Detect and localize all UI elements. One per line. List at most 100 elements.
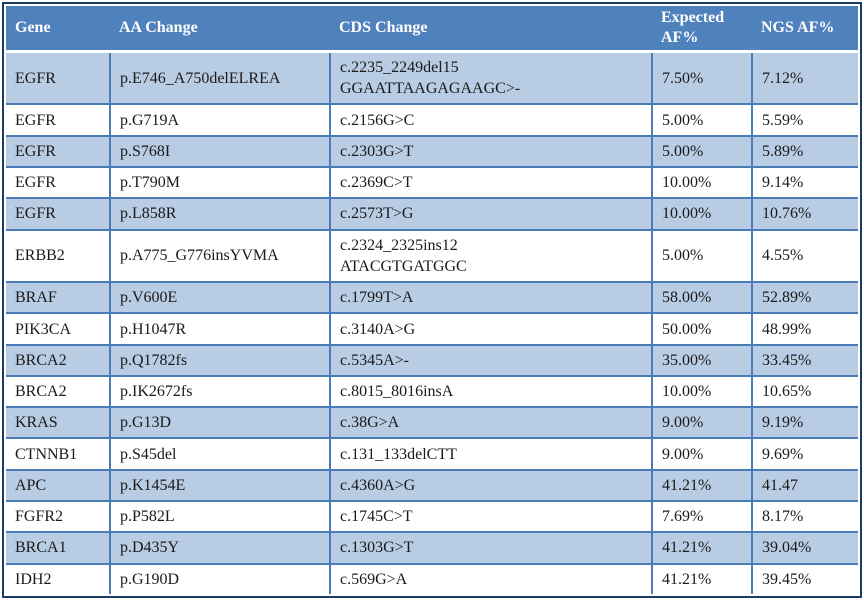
table-row: FGFR2 p.P582L c.1745C>T 7.69% 8.17% <box>6 500 858 534</box>
cell-cds: c.2235_2249del15 GGAATTAAGAGAAGC>- <box>329 51 653 106</box>
cell-ngs: 7.12% <box>751 51 858 106</box>
table-row: PIK3CA p.H1047R c.3140A>G 50.00% 48.99% <box>6 312 858 346</box>
cell-cds: c.5345A>- <box>329 343 653 377</box>
cell-cds: c.3140A>G <box>329 312 653 346</box>
table-row: EGFR p.T790M c.2369C>T 10.00% 9.14% <box>6 166 858 200</box>
cell-gene: BRCA1 <box>6 531 111 565</box>
cell-aa: p.A775_G776insYVMA <box>109 228 331 284</box>
cell-ngs: 5.59% <box>751 103 858 137</box>
cell-cds: c.2324_2325ins12 ATACGTGATGGC <box>329 228 653 284</box>
cell-ngs: 39.04% <box>751 531 858 565</box>
cell-expected: 50.00% <box>651 312 753 346</box>
cell-expected: 10.00% <box>651 197 753 231</box>
cell-gene: BRCA2 <box>6 343 111 377</box>
cell-ngs: 9.69% <box>751 437 858 471</box>
cell-cds: c.8015_8016insA <box>329 374 653 409</box>
cell-ngs: 48.99% <box>751 312 858 346</box>
column-header-ngs-af: NGS AF% <box>752 6 858 53</box>
table-row: EGFR p.G719A c.2156G>C 5.00% 5.59% <box>6 103 858 137</box>
cell-gene: KRAS <box>6 406 111 440</box>
cell-expected: 10.00% <box>651 166 753 200</box>
table-row: BRAF p.V600E c.1799T>A 58.00% 52.89% <box>6 281 858 315</box>
column-header-expected-af: Expected AF% <box>652 6 752 53</box>
table-header: Gene AA Change CDS Change Expected AF% N… <box>6 6 858 53</box>
cell-aa: p.D435Y <box>109 531 331 565</box>
column-header-gene: Gene <box>6 6 110 53</box>
cell-expected: 41.21% <box>651 468 753 503</box>
cell-cds: c.1799T>A <box>329 281 653 315</box>
cell-gene: EGFR <box>6 134 111 169</box>
table-row: ERBB2 p.A775_G776insYVMA c.2324_2325ins12 … <box>6 228 858 284</box>
cell-ngs: 9.19% <box>751 406 858 440</box>
cell-expected: 7.50% <box>651 51 753 106</box>
cell-cds: c.2303G>T <box>329 134 653 169</box>
table-row: EGFR p.S768I c.2303G>T 5.00% 5.89% <box>6 134 858 169</box>
cell-aa: p.E746_A750delELREA <box>109 51 331 106</box>
column-header-aa-change: AA Change <box>110 6 330 53</box>
cell-cds: c.2156G>C <box>329 103 653 137</box>
cell-aa: p.P582L <box>109 500 331 534</box>
cell-cds: c.2369C>T <box>329 166 653 200</box>
cell-ngs: 10.65% <box>751 374 858 409</box>
table-row: KRAS p.G13D c.38G>A 9.00% 9.19% <box>6 406 858 440</box>
cell-expected: 41.21% <box>651 531 753 565</box>
cell-ngs: 9.14% <box>751 166 858 200</box>
cell-gene: BRAF <box>6 281 111 315</box>
cell-cds: c.569G>A <box>329 562 653 594</box>
cell-gene: IDH2 <box>6 562 111 594</box>
cell-cds: c.2573T>G <box>329 197 653 231</box>
cell-ngs: 10.76% <box>751 197 858 231</box>
cell-expected: 58.00% <box>651 281 753 315</box>
cell-ngs: 39.45% <box>751 562 858 594</box>
cell-ngs: 41.47 <box>751 468 858 503</box>
cell-aa: p.S45del <box>109 437 331 471</box>
cell-aa: p.IK2672fs <box>109 374 331 409</box>
cell-ngs: 52.89% <box>751 281 858 315</box>
table-row: BRCA2 p.Q1782fs c.5345A>- 35.00% 33.45% <box>6 343 858 377</box>
cell-gene: EGFR <box>6 166 111 200</box>
header-row: Gene AA Change CDS Change Expected AF% N… <box>6 6 858 53</box>
cell-gene: CTNNB1 <box>6 437 111 471</box>
cell-gene: PIK3CA <box>6 312 111 346</box>
table-row: IDH2 p.G190D c.569G>A 41.21% 39.45% <box>6 562 858 594</box>
table-row: CTNNB1 p.S45del c.131_133delCTT 9.00% 9.69% <box>6 437 858 471</box>
table-body: EGFR p.E746_A750delELREA c.2235_2249del15 … <box>6 51 858 594</box>
cell-cds: c.38G>A <box>329 406 653 440</box>
column-header-cds-change: CDS Change <box>330 6 652 53</box>
cell-aa: p.H1047R <box>109 312 331 346</box>
cell-expected: 9.00% <box>651 437 753 471</box>
cell-expected: 9.00% <box>651 406 753 440</box>
cell-gene: FGFR2 <box>6 500 111 534</box>
cell-expected: 35.00% <box>651 343 753 377</box>
cell-aa: p.V600E <box>109 281 331 315</box>
cell-cds: c.1745C>T <box>329 500 653 534</box>
cell-aa: p.G190D <box>109 562 331 594</box>
cell-gene: EGFR <box>6 51 111 106</box>
cell-expected: 5.00% <box>651 103 753 137</box>
table-row: BRCA1 p.D435Y c.1303G>T 41.21% 39.04% <box>6 531 858 565</box>
cell-gene: BRCA2 <box>6 374 111 409</box>
cell-expected: 7.69% <box>651 500 753 534</box>
cell-gene: ERBB2 <box>6 228 111 284</box>
table-row: BRCA2 p.IK2672fs c.8015_8016insA 10.00% 10.6… <box>6 374 858 409</box>
cell-gene: APC <box>6 468 111 503</box>
cell-aa: p.G719A <box>109 103 331 137</box>
cell-aa: p.Q1782fs <box>109 343 331 377</box>
cell-expected: 5.00% <box>651 228 753 284</box>
cell-expected: 41.21% <box>651 562 753 594</box>
variant-table: Gene AA Change CDS Change Expected AF% N… <box>6 6 858 594</box>
cell-cds: c.4360A>G <box>329 468 653 503</box>
cell-gene: EGFR <box>6 103 111 137</box>
cell-ngs: 33.45% <box>751 343 858 377</box>
cell-aa: p.G13D <box>109 406 331 440</box>
cell-gene: EGFR <box>6 197 111 231</box>
cell-expected: 5.00% <box>651 134 753 169</box>
table-row: EGFR p.L858R c.2573T>G 10.00% 10.76% <box>6 197 858 231</box>
cell-aa: p.S768I <box>109 134 331 169</box>
cell-aa: p.K1454E <box>109 468 331 503</box>
table-row: EGFR p.E746_A750delELREA c.2235_2249del15 … <box>6 51 858 106</box>
cell-ngs: 5.89% <box>751 134 858 169</box>
cell-ngs: 4.55% <box>751 228 858 284</box>
cell-cds: c.1303G>T <box>329 531 653 565</box>
